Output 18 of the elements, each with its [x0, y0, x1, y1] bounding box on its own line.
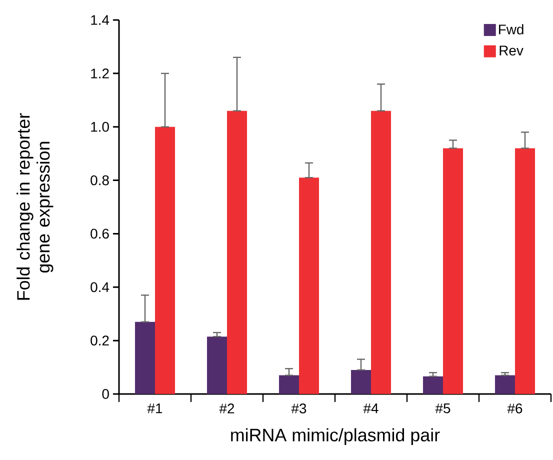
y-tick-label: 0.8 — [90, 175, 109, 186]
x-tick-label: #3 — [291, 404, 306, 414]
x-tick-label: #4 — [363, 404, 378, 414]
y-tick-label: 0.6 — [90, 228, 109, 239]
x-tick-label: #1 — [147, 404, 162, 414]
y-tick-label: 1.2 — [91, 68, 109, 78]
x-tick-label: #6 — [507, 404, 522, 414]
x-tick-label: #5 — [435, 404, 450, 414]
y-tick-label: 0 — [102, 389, 109, 399]
y-tick-label: 1.0 — [91, 122, 109, 132]
y-tick-label: 0.2 — [90, 336, 109, 346]
legend-label: Rev — [500, 46, 524, 56]
y-tick-label: 0.4 — [90, 282, 110, 292]
y-axis-title: Fold change in reporter gene expression — [16, 113, 54, 300]
x-axis-title: miRNA mimic/plasmid pair — [231, 428, 440, 445]
y-tick-label: 1.4 — [91, 15, 110, 25]
x-tick-label: #2 — [219, 404, 234, 414]
legend-label: Fwd — [499, 24, 524, 34]
